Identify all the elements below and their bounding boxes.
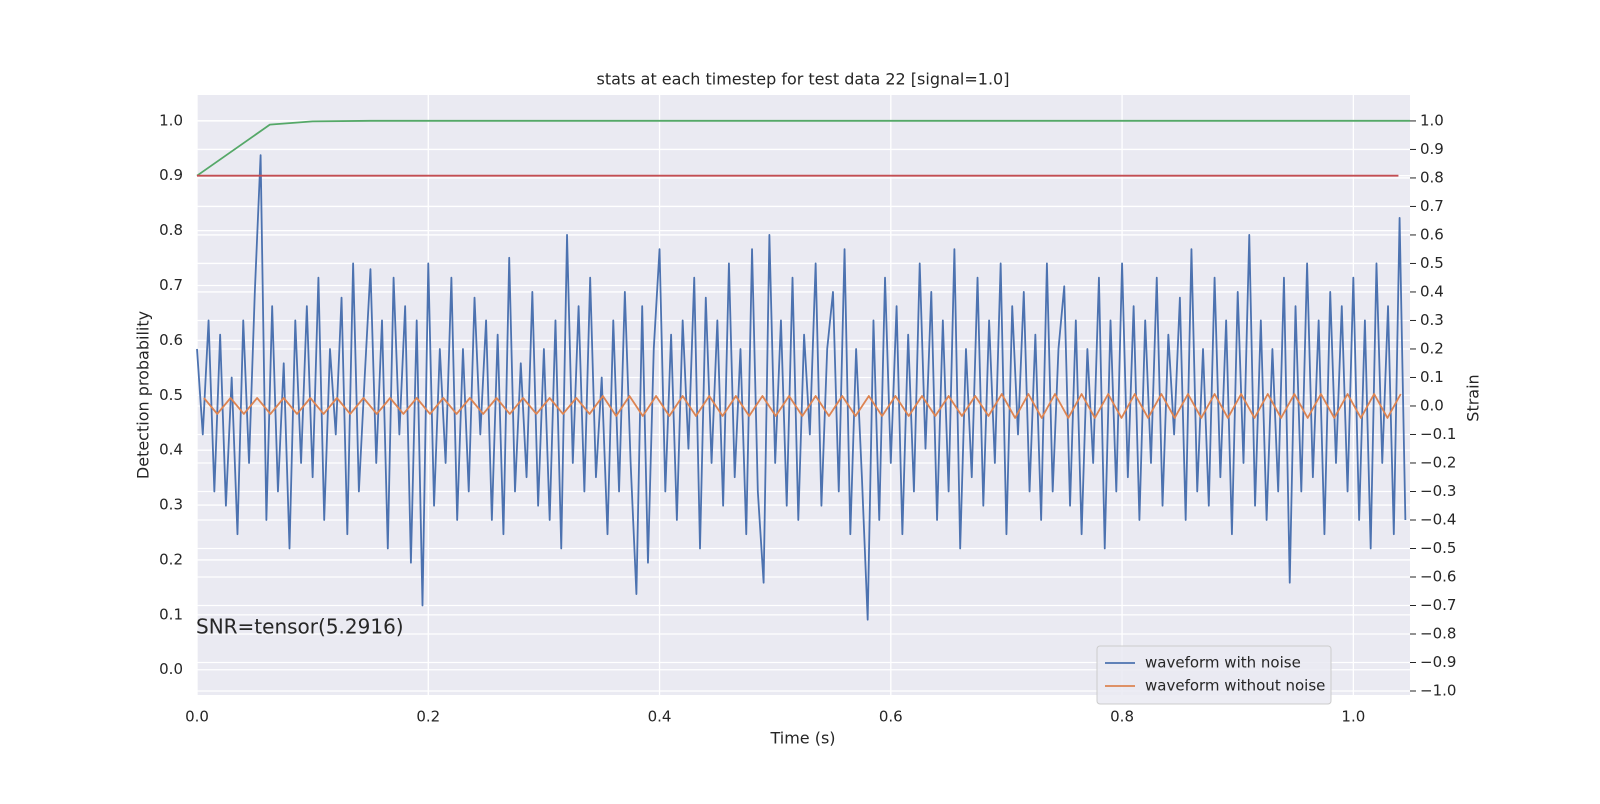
legend-label: waveform without noise (1145, 677, 1325, 695)
x-tick-label: 0.2 (416, 708, 440, 726)
chart-title: stats at each timestep for test data 22 … (597, 70, 1010, 89)
y-tick-label: 0.5 (159, 386, 183, 404)
y-tick-label: 0.1 (159, 605, 183, 623)
y2-tick-label: 0.6 (1420, 225, 1444, 243)
x-tick-label: 0.4 (648, 708, 672, 726)
y-tick-label: 0.3 (159, 496, 183, 514)
series-line (203, 393, 1402, 419)
y2-tick-label: 0.7 (1420, 197, 1444, 215)
y2-tick-label: 0.2 (1420, 339, 1444, 357)
y2-tick-label: 0.4 (1420, 282, 1444, 300)
x-axis-label: Time (s) (769, 729, 835, 748)
y-tick-label: 0.8 (159, 221, 183, 239)
y-tick-label: 0.2 (159, 550, 183, 568)
y2-tick-label: −0.4 (1420, 510, 1456, 528)
series-line (196, 119, 1410, 177)
y2-tick-label: 0.5 (1420, 254, 1444, 272)
y2-tick-label: −0.3 (1420, 482, 1456, 500)
y2-tick-label: 0.1 (1420, 368, 1444, 386)
y2-tick-label: 0.8 (1420, 168, 1444, 186)
y2-tick-label: −0.7 (1420, 596, 1456, 614)
x-tick-label: 1.0 (1341, 708, 1365, 726)
y-tick-label: 1.0 (159, 111, 183, 129)
y-tick-label: 0.9 (159, 166, 183, 184)
y2-tick-label: −0.8 (1420, 625, 1456, 643)
y2-tick-label: 0.9 (1420, 140, 1444, 158)
legend-label: waveform with noise (1145, 654, 1301, 672)
y-tick-label: 0.0 (159, 660, 183, 678)
y-axis-label: Detection probability (134, 311, 153, 479)
x-tick-label: 0.0 (185, 708, 209, 726)
y2-axis-label: Strain (1464, 374, 1483, 421)
y2-tick-label: −0.5 (1420, 539, 1456, 557)
y-tick-label: 0.7 (159, 276, 183, 294)
y2-tick-label: 0.3 (1420, 311, 1444, 329)
y2-tick-label: 1.0 (1420, 111, 1444, 129)
y2-tick-label: −0.1 (1420, 425, 1456, 443)
y-tick-label: 0.6 (159, 331, 183, 349)
x-tick-label: 0.6 (879, 708, 903, 726)
y2-tick-label: −1.0 (1420, 682, 1456, 700)
y2-tick-label: −0.2 (1420, 453, 1456, 471)
x-tick-label: 0.8 (1110, 708, 1134, 726)
annotation: SNR=tensor(5.2916) (196, 615, 404, 639)
legend-box (1096, 645, 1332, 705)
y2-tick-label: −0.6 (1420, 567, 1456, 585)
y2-tick-label: 0.0 (1420, 396, 1444, 414)
y2-tick-label: −0.9 (1420, 653, 1456, 671)
y-tick-label: 0.4 (159, 441, 183, 459)
